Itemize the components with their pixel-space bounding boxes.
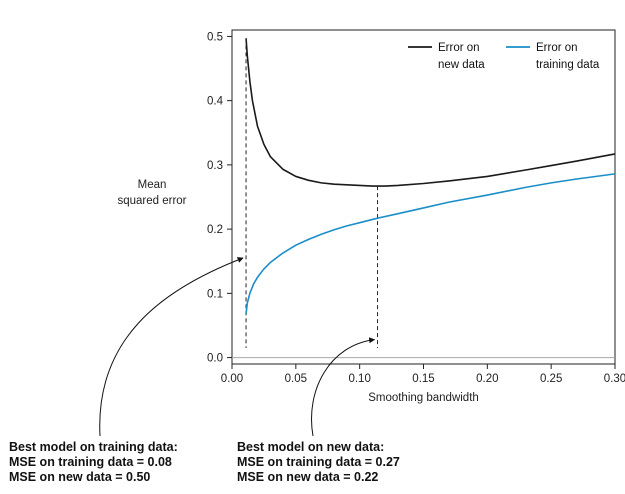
y-tick-label: 0.3	[207, 160, 223, 172]
annotation-line: Best model on new data:	[237, 440, 385, 454]
x-tick-label: 0.20	[476, 373, 498, 385]
axes: 0.0 0.1 0.2 0.3 0.4 0.5 0.00 0.05 0.10 0.15 0.20 0.…	[117, 31, 625, 404]
legend-label: training data	[536, 59, 600, 71]
x-tick-label: 0.00	[221, 373, 243, 385]
legend-label: Error on	[536, 42, 578, 54]
x-tick-label: 0.30	[604, 373, 625, 385]
x-tick-label: 0.15	[412, 373, 434, 385]
series-line-training-data	[245, 173, 616, 314]
y-tick-label: 0.2	[207, 224, 223, 236]
annotation-best-training: Best model on training data: MSE on trai…	[9, 440, 178, 485]
y-tick-label: 0.0	[207, 353, 223, 365]
plot-frame	[231, 29, 616, 365]
legend: Error on new data Error on training data	[408, 42, 600, 71]
x-tick-label: 0.10	[348, 373, 370, 385]
y-axis-label: squared error	[117, 195, 186, 207]
y-tick-label: 0.5	[207, 31, 223, 43]
annotation-line: MSE on training data = 0.08	[9, 455, 172, 469]
x-tick-label: 0.25	[540, 373, 562, 385]
arrow-best-new	[311, 337, 376, 437]
y-tick-label: 0.1	[207, 288, 223, 300]
annotation-line: MSE on training data = 0.27	[237, 455, 400, 469]
legend-label: Error on	[438, 42, 480, 54]
annotation-line: Best model on training data:	[9, 440, 178, 454]
legend-label: new data	[438, 59, 485, 71]
annotation-line: MSE on new data = 0.22	[237, 470, 379, 484]
x-tick-label: 0.05	[285, 373, 307, 385]
series-line-new-data	[245, 38, 616, 187]
x-axis-label: Smoothing bandwidth	[368, 392, 479, 404]
annotation-arrows	[99, 257, 376, 437]
reference-lines	[245, 38, 379, 348]
arrow-best-training	[99, 257, 244, 437]
annotation-best-new: Best model on new data: MSE on training …	[237, 440, 400, 485]
y-axis-label: Mean	[138, 179, 167, 191]
y-tick-label: 0.4	[207, 96, 224, 108]
annotation-line: MSE on new data = 0.50	[9, 470, 151, 484]
series-layer	[245, 38, 616, 314]
